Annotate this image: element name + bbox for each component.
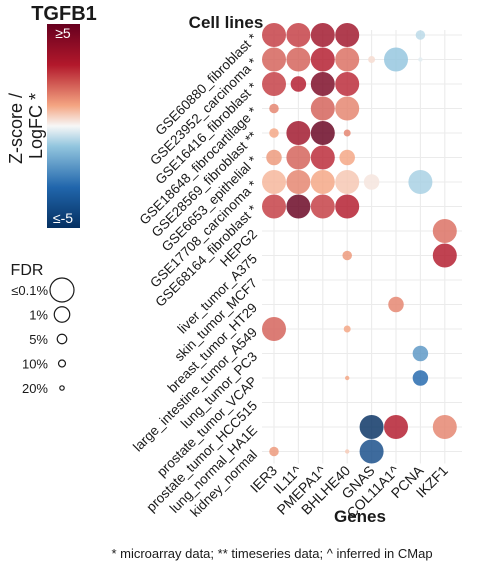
bubble-gse60880-fibroblast-pcna (415, 30, 426, 40)
plot-panel (262, 23, 462, 464)
color-legend-bar (47, 24, 80, 228)
bubble-gse17708-carcinoma-ier3 (262, 170, 286, 194)
bubble-gse23952-carcinoma-gnas (368, 56, 376, 63)
bubble-gse18648-fibrocartilage-pmepa1 (310, 96, 335, 121)
bubble-lung-tumor-pc3-pcna (412, 345, 429, 362)
size-legend-circle-2 (53, 306, 71, 323)
x-axis-title: Genes (334, 507, 386, 526)
bubble-gse23952-carcinoma-pmepa1 (310, 47, 335, 72)
bubble-kidney-normal-bhlhe40 (345, 449, 350, 454)
bubble-gse17708-carcinoma-pcna (408, 170, 433, 194)
bubble-gse6653-epithelial-il11 (286, 145, 311, 170)
bubble-gse16416-fibroblast-ier3 (262, 72, 286, 96)
bubble-gse17708-carcinoma-bhlhe40 (335, 170, 360, 194)
size-legend-circle-3 (56, 333, 68, 345)
bubble-gse23952-carcinoma-il11 (286, 47, 311, 72)
bubble-prostate-tumor-vcap-pcna (412, 370, 429, 386)
color-legend-title: Z-score / LogFC * (6, 88, 46, 164)
bubble-lung-normal-ha1e-gnas (359, 415, 384, 439)
bubble-lung-normal-ha1e-ikzf1 (432, 415, 457, 439)
bubble-kidney-normal-gnas (359, 439, 384, 464)
bubble-gse60880-fibroblast-bhlhe40 (335, 23, 360, 47)
bubble-large-intestine-tumor-a549-ier3 (262, 317, 286, 341)
color-legend-min-label: ≤-5 (53, 210, 73, 226)
bubble-gse28569-fibroblast-ier3 (269, 128, 279, 138)
bubble-gse17708-carcinoma-il11 (286, 170, 311, 194)
size-legend-label-3: 5% (29, 332, 48, 347)
bubble-liver-tumor-a375-bhlhe40 (342, 250, 352, 261)
color-legend-title-line-2: LogFC * (26, 93, 46, 159)
size-legend-label-2: 1% (29, 308, 48, 323)
bubble-gse16416-fibroblast-bhlhe40 (335, 72, 360, 96)
bubble-gse68164-fibroblast-il11 (286, 194, 311, 219)
size-legend-label-1: ≤0.1% (11, 283, 48, 298)
bubble-gse23952-carcinoma-bhlhe40 (335, 47, 360, 72)
size-legend-label-4: 10% (22, 357, 48, 372)
bubble-large-intestine-tumor-a549-bhlhe40 (343, 325, 351, 333)
chart-title: TGFB1 (31, 3, 97, 25)
size-legend-circle-4 (57, 359, 67, 368)
color-legend-max-label: ≥5 (55, 25, 71, 41)
cell-line-labels: GSE60880_fibroblast *GSE23952_carcinoma … (130, 30, 261, 520)
bubble-gse17708-carcinoma-pmepa1 (310, 170, 335, 194)
bubble-prostate-tumor-vcap-bhlhe40 (345, 375, 350, 381)
size-legend-circle-5 (59, 385, 65, 391)
bubble-gse60880-fibroblast-il11 (286, 23, 311, 47)
bubble-gse18648-fibrocartilage-ier3 (269, 103, 279, 114)
bubble-gse68164-fibroblast-pmepa1 (310, 194, 335, 219)
bubble-gse68164-fibroblast-ier3 (262, 194, 286, 219)
bubble-gse28569-fibroblast-bhlhe40 (343, 129, 351, 137)
bubble-gse28569-fibroblast-il11 (286, 121, 311, 145)
bubble-gse6653-epithelial-pmepa1 (310, 145, 335, 170)
bubble-gse17708-carcinoma-gnas (363, 174, 380, 190)
bubble-kidney-normal-ier3 (269, 446, 279, 457)
bubble-gse60880-fibroblast-pmepa1 (310, 23, 335, 47)
bubble-hepg2-ikzf1 (432, 219, 457, 243)
bubble-gse16416-fibroblast-il11 (290, 76, 307, 92)
bubble-gse23952-carcinoma-col11a1 (384, 47, 408, 72)
bubble-lung-normal-ha1e-col11a1 (384, 415, 408, 439)
bubble-liver-tumor-a375-ikzf1 (432, 243, 457, 268)
bubble-gse16416-fibroblast-pmepa1 (310, 72, 335, 96)
color-legend-title-line-1: Z-score / (6, 93, 26, 164)
size-legend: FDR ≤0.1% 1% 5% 10% 20% (11, 262, 75, 396)
bubble-gse18648-fibrocartilage-bhlhe40 (335, 96, 360, 121)
size-legend-label-5: 20% (22, 381, 48, 396)
bubble-gse6653-epithelial-bhlhe40 (339, 149, 355, 166)
bubble-gse6653-epithelial-ier3 (266, 149, 282, 166)
bubble-gse23952-carcinoma-ier3 (262, 47, 286, 72)
bubble-gse23952-carcinoma-pcna (418, 57, 423, 62)
gene-labels: IER3IL11^PMEPA1^BHLHE40GNASCOL11A1^PCNAI… (247, 462, 451, 521)
color-legend: ≥5 ≤-5 Z-score / LogFC * (6, 24, 80, 228)
bubble-gse68164-fibroblast-bhlhe40 (335, 194, 360, 219)
bubble-gse60880-fibroblast-ier3 (262, 23, 286, 47)
bubble-breast-tumor-ht29-col11a1 (388, 296, 404, 313)
bubble-gse28569-fibroblast-pmepa1 (310, 121, 335, 145)
size-legend-circle-1 (49, 277, 75, 303)
y-axis-title: Cell lines (189, 13, 264, 32)
size-legend-title: FDR (11, 262, 44, 279)
footnote: * microarray data; ** timeseries data; ^… (111, 546, 432, 561)
